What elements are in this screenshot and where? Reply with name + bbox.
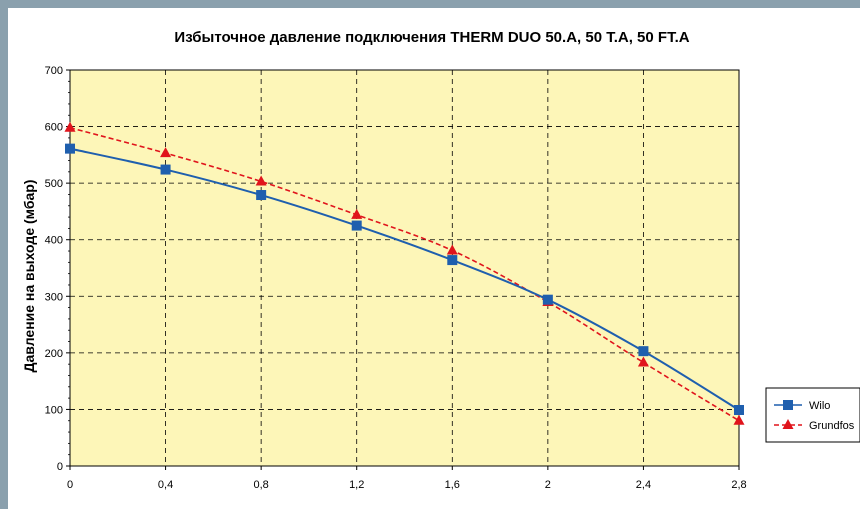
x-tick-label: 2,4	[636, 479, 651, 491]
chart-title: Избыточное давление подключения THERM DU…	[174, 29, 689, 46]
x-tick-label: 0	[67, 479, 73, 491]
data-point-grundfos	[255, 175, 267, 186]
data-point-grundfos	[446, 244, 458, 255]
x-tick-label: 2	[545, 479, 551, 491]
x-tick-label: 1,2	[349, 479, 364, 491]
data-point-grundfos	[160, 147, 172, 158]
data-point-wilo	[65, 143, 75, 154]
legend-marker-grundfos	[782, 419, 794, 429]
y-tick-label: 400	[45, 235, 63, 247]
data-point-grundfos	[637, 356, 649, 367]
y-tick-label: 0	[57, 461, 63, 473]
x-tick-label: 0,8	[253, 479, 268, 491]
series-line-wilo	[69, 147, 740, 411]
data-point-grundfos	[733, 414, 745, 425]
legend-box	[765, 387, 860, 443]
legend-marker-wilo	[783, 400, 793, 410]
y-tick-label: 100	[45, 404, 63, 416]
data-point-grundfos	[64, 121, 76, 132]
data-point-wilo	[160, 164, 171, 175]
legend: Wilo Grundfos	[765, 387, 860, 443]
data-point-wilo	[542, 294, 553, 305]
chart-panel: Избыточное давление подключения THERM DU…	[8, 8, 860, 509]
data-point-wilo	[256, 190, 267, 201]
y-axis-label: Давление на выходе (мбар)	[21, 180, 37, 373]
data-point-grundfos	[351, 208, 363, 219]
y-tick-label: 700	[45, 65, 63, 77]
y-tick-label: 600	[45, 122, 63, 134]
y-tick-label: 300	[45, 291, 63, 303]
x-tick-label: 2,8	[731, 479, 746, 491]
y-tick-label: 500	[45, 178, 63, 190]
plot-background	[70, 70, 739, 466]
x-tick-label: 1,6	[445, 479, 460, 491]
data-point-wilo	[447, 255, 458, 266]
legend-label-wilo: Wilo	[809, 400, 830, 412]
data-point-wilo	[351, 220, 362, 231]
plot-area: 0 100 200 300 400 500 600 700 0 0,4 0,8 1,2 1,6 2 2,4 2…	[45, 65, 747, 491]
x-tick-label: 0,4	[158, 479, 173, 491]
data-point-wilo	[638, 346, 649, 357]
line-chart: Избыточное давление подключения THERM DU…	[21, 29, 860, 491]
y-tick-label: 200	[45, 348, 63, 360]
legend-label-grundfos: Grundfos	[809, 420, 855, 432]
plot-border	[69, 69, 740, 467]
data-point-wilo	[734, 404, 744, 415]
